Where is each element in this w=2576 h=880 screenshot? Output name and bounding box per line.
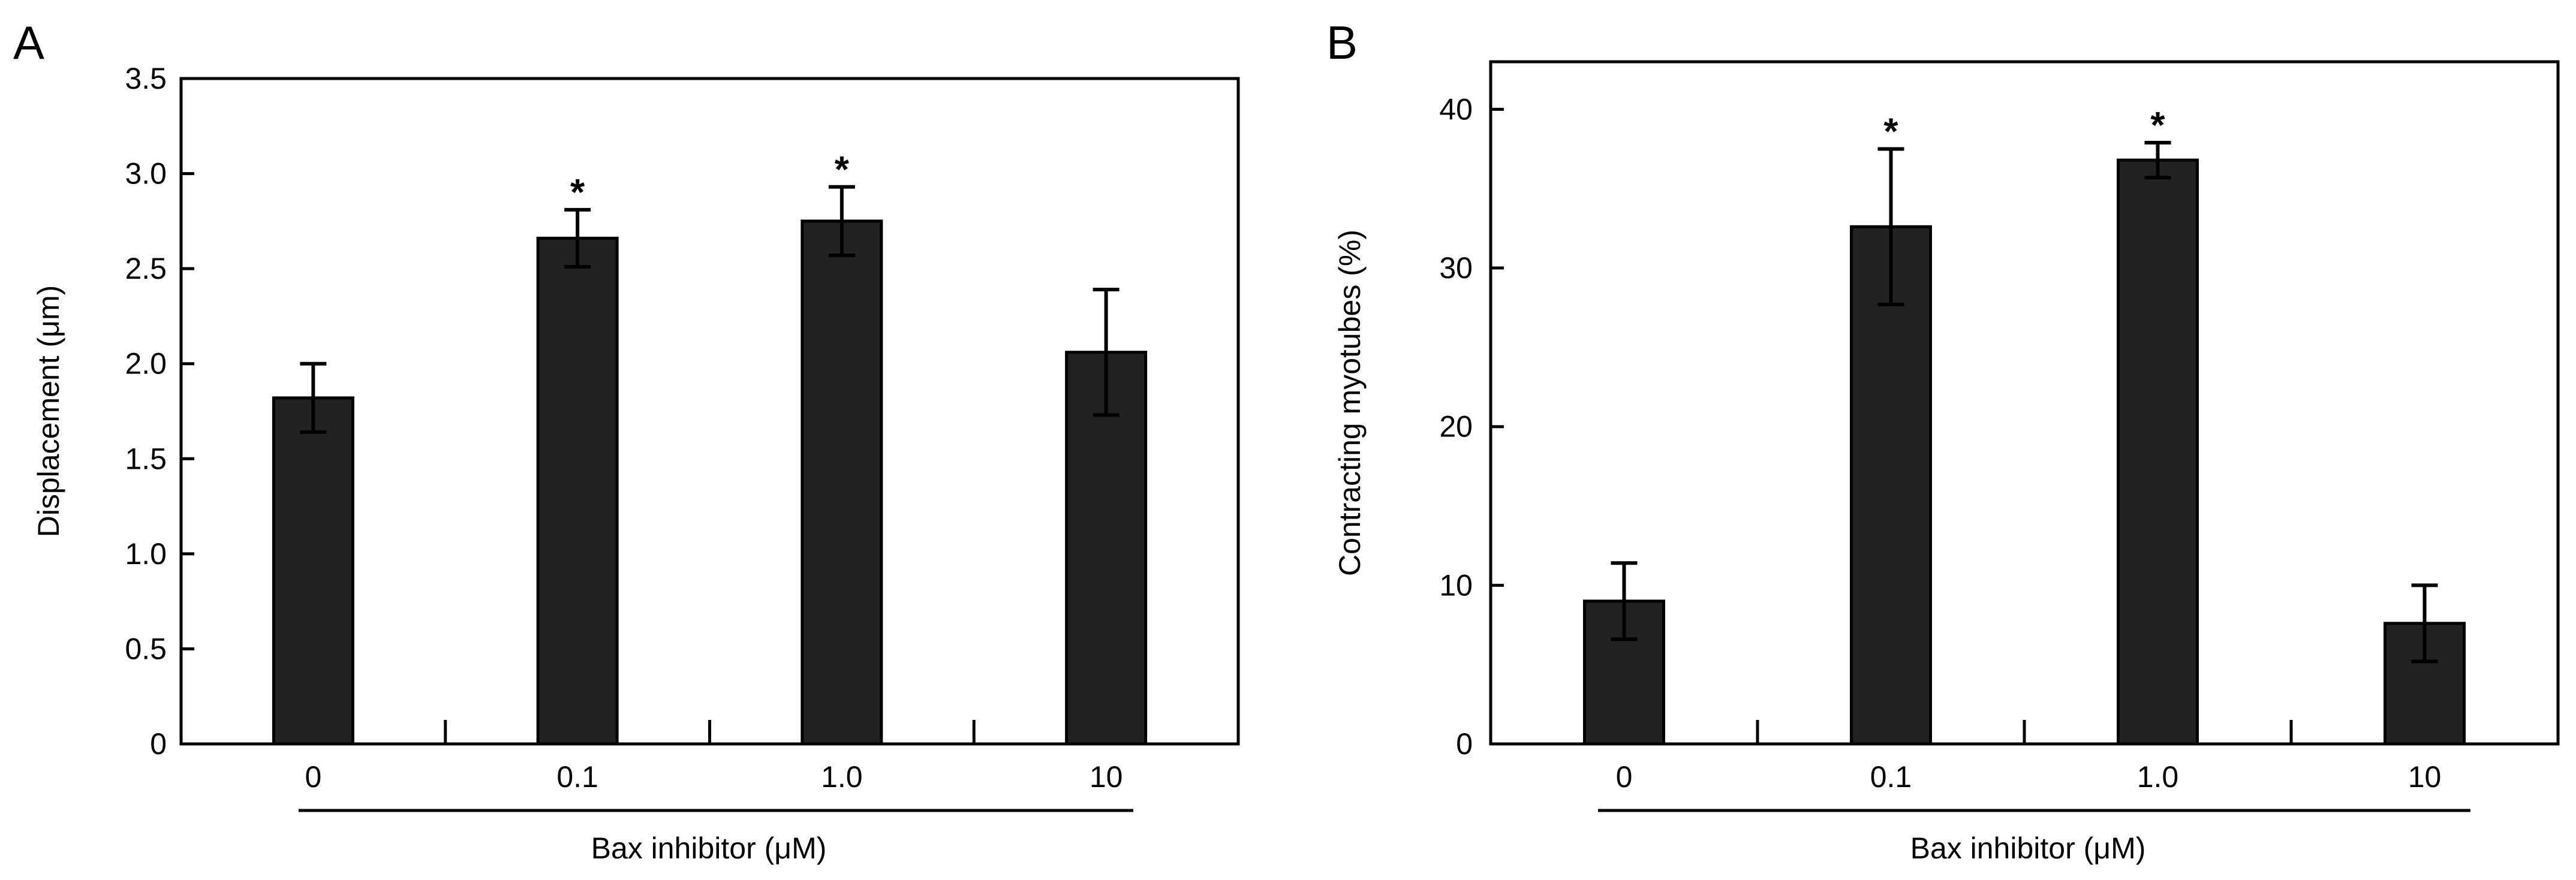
- y-tick-label: 3.5: [125, 62, 167, 95]
- y-axis-title-b: Contracting myotubes (%): [1333, 230, 1367, 576]
- x-axis-b: 0 0.1 1.0 10: [1616, 720, 2442, 794]
- y-tick-label: 20: [1439, 410, 1473, 444]
- bar-0.1: [1850, 225, 1932, 746]
- significance-marker: *: [835, 149, 850, 191]
- y-axis-a: 0 0.5 1.0 1.5 2.0 2.5 3.0 3.5: [125, 62, 194, 761]
- y-tick-label: 3.0: [125, 157, 167, 191]
- bar-1.0: [2117, 158, 2199, 746]
- y-tick-label: 0.5: [125, 632, 167, 665]
- panel-label-b: B: [1326, 16, 1358, 69]
- y-tick-label: 1.0: [125, 537, 167, 571]
- bar-0.1: [536, 236, 619, 746]
- x-tick-label: 0.1: [1870, 760, 1912, 794]
- bars-a: **: [272, 149, 1148, 746]
- x-axis-title-a: Bax inhibitor (μM): [591, 831, 827, 865]
- x-tick-label: 1.0: [2137, 760, 2179, 794]
- bar-10: [1065, 351, 1148, 746]
- panel-label-a: A: [13, 16, 44, 69]
- x-axis-title-b: Bax inhibitor (μM): [1910, 831, 2146, 865]
- y-axis-title-a: Displacement (μm): [32, 285, 65, 538]
- x-tick-label: 0: [1616, 760, 1633, 794]
- y-axis-b: 0 10 20 30 40: [1439, 92, 1504, 761]
- x-axis-a: 0 0.1 1.0 10: [305, 720, 1123, 794]
- x-tick-label: 1.0: [821, 760, 863, 794]
- x-tick-label: 0: [305, 760, 321, 794]
- significance-marker: *: [1883, 111, 1898, 153]
- bars-b: * *: [1583, 105, 2466, 746]
- y-tick-label: 0: [1456, 727, 1473, 761]
- y-tick-label: 1.5: [125, 442, 167, 475]
- y-tick-label: 2.0: [125, 347, 167, 381]
- bar-0: [272, 396, 354, 746]
- bar-1.0: [801, 219, 883, 746]
- y-tick-label: 2.5: [125, 252, 167, 285]
- significance-marker: *: [2150, 105, 2165, 146]
- x-tick-label: 10: [1090, 760, 1123, 794]
- y-tick-label: 0: [150, 727, 167, 761]
- significance-marker: *: [570, 172, 585, 213]
- chart-panel-a: A 00.51.01.52.02.53.03.5 ** 0 0.1 1.0 10 Ba…: [13, 16, 1240, 865]
- y-tick-label: 40: [1439, 92, 1473, 126]
- x-tick-label: 0.1: [556, 760, 598, 794]
- x-tick-label: 10: [2408, 760, 2442, 794]
- y-tick-label: 30: [1439, 251, 1473, 285]
- y-tick-label: 10: [1439, 568, 1473, 602]
